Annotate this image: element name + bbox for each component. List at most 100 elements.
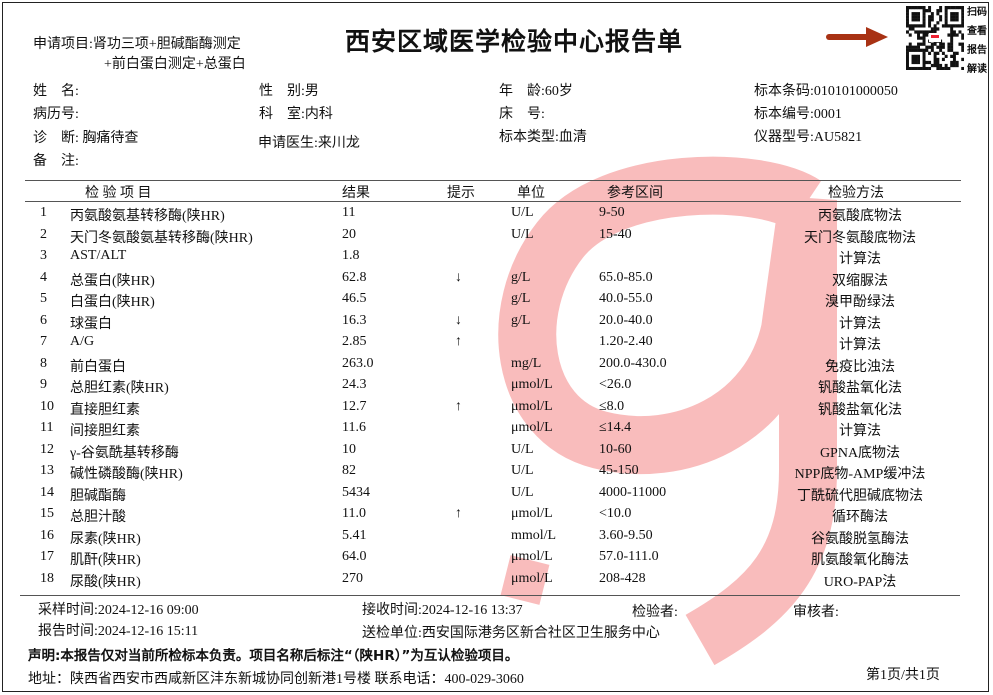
cell-no: 1: [40, 205, 47, 220]
requesting-doctor: 申请医生:来川龙: [258, 136, 360, 151]
cell-ref: 45-150: [599, 463, 639, 478]
cell-method: 钒酸盐氧化法: [818, 381, 902, 396]
cell-no: 14: [40, 484, 54, 500]
cell-method: 计算法: [839, 424, 881, 439]
arrow-down-icon: ↓: [455, 312, 462, 328]
reviewer: 审核者:: [793, 605, 839, 620]
cell-no: 9: [40, 377, 47, 392]
cell-result: 11: [342, 205, 356, 220]
cell-ref: 57.0-111.0: [599, 549, 659, 564]
cell-name: AST/ALT: [70, 248, 127, 263]
table-row: 3 AST/ALT 1.8 计算法: [0, 248, 993, 269]
cell-method: 谷氨酸脱氢酶法: [811, 531, 909, 547]
cell-no: 3: [40, 248, 47, 263]
request-items: 申请项目:肾功三项+胆碱酯酶测定 +前白蛋白测定+总蛋白: [33, 33, 246, 73]
cell-no: 13: [40, 463, 54, 478]
header-unit: 单位: [517, 186, 545, 201]
divider: [20, 595, 960, 596]
specimen-no: 标本编号:0001: [754, 107, 842, 122]
cell-method: 丁酰硫代胆碱底物法: [797, 488, 923, 504]
cell-name: 尿素(陕HR): [70, 531, 141, 547]
cell-unit: mg/L: [511, 355, 542, 371]
table-row: 12 γ-谷氨酰基转移酶 10 U/L 10-60 GPNA底物法: [0, 442, 993, 463]
table-row: 7 A/G 2.85 ↑ 1.20-2.40 计算法: [0, 334, 993, 355]
cell-unit: U/L: [511, 484, 534, 500]
cell-ref: 65.0-85.0: [599, 269, 653, 285]
cell-name: 前白蛋白: [70, 359, 126, 375]
cell-no: 18: [40, 570, 54, 586]
statement: 声明:本报告仅对当前所检标本负责。项目名称后标注“（陕HR）”为互认检验项目。: [28, 648, 519, 664]
cell-result: 1.8: [342, 248, 360, 263]
divider: [25, 180, 961, 181]
patient-age: 年 龄:60岁: [499, 84, 573, 99]
diagnosis: 诊 断: 胸痛待查: [33, 131, 139, 146]
cell-result: 270: [342, 570, 363, 586]
table-row: 6 球蛋白 16.3 ↓ g/L 20.0-40.0 计算法: [0, 313, 993, 334]
cell-name: γ-谷氨酰基转移酶: [70, 445, 179, 461]
table-row: 18 尿酸(陕HR) 270 μmol/L 208-428 URO-PAP法: [0, 571, 993, 592]
cell-name: 丙氨酸氨基转移酶(陕HR): [70, 209, 225, 224]
table-row: 2 天门冬氨酸氨基转移酶(陕HR) 20 U/L 15-40 天门冬氨酸底物法: [0, 227, 993, 248]
table-row: 15 总胆汁酸 11.0 ↑ μmol/L <10.0 循环酶法: [0, 506, 993, 527]
table-row: 9 总胆红素(陕HR) 24.3 μmol/L <26.0 钒酸盐氧化法: [0, 377, 993, 398]
cell-name: 尿酸(陕HR): [70, 574, 141, 590]
table-row: 4 总蛋白(陕HR) 62.8 ↓ g/L 65.0-85.0 双缩脲法: [0, 270, 993, 291]
cell-unit: U/L: [511, 226, 534, 242]
report-title: 西安区域医学检验中心报告单: [345, 27, 684, 56]
cell-result: 263.0: [342, 355, 374, 371]
cell-result: 11.6: [342, 420, 366, 435]
request-line1: 肾功三项+胆碱酯酶测定: [92, 37, 241, 52]
cell-result: 10: [342, 441, 356, 457]
cell-no: 5: [40, 291, 47, 306]
cell-unit: μmol/L: [511, 398, 553, 414]
cell-name: 碱性磷酸酶(陕HR): [70, 467, 183, 482]
table-row: 17 肌酐(陕HR) 64.0 μmol/L 57.0-111.0 肌氨酸氧化酶法: [0, 549, 993, 570]
cell-unit: μmol/L: [511, 570, 553, 586]
cell-no: 6: [40, 312, 47, 328]
request-label: 申请项目:: [33, 37, 93, 52]
table-row: 8 前白蛋白 263.0 mg/L 200.0-430.0 免疫比浊法: [0, 356, 993, 377]
cell-method: 钒酸盐氧化法: [818, 402, 902, 418]
table-header: 检 验 项 目 结果 提示 单位 参考区间 检验方法: [0, 182, 993, 201]
cell-ref: <26.0: [599, 377, 632, 392]
arrow-up-icon: ↑: [455, 334, 462, 349]
cell-no: 11: [40, 420, 54, 435]
cell-result: 5434: [342, 484, 370, 500]
cell-no: 2: [40, 226, 47, 242]
cell-method: GPNA底物法: [819, 445, 901, 461]
cell-unit: g/L: [511, 312, 531, 328]
cell-unit: μmol/L: [511, 506, 553, 521]
cell-method: 免疫比浊法: [825, 359, 895, 375]
cell-unit: mmol/L: [511, 527, 557, 543]
cell-no: 8: [40, 355, 47, 371]
remark: 备 注:: [33, 154, 79, 169]
cell-no: 15: [40, 506, 54, 521]
cell-unit: μmol/L: [511, 420, 553, 435]
cell-ref: 20.0-40.0: [599, 312, 653, 328]
cell-ref: 208-428: [599, 570, 646, 586]
cell-name: 直接胆红素: [70, 402, 140, 418]
department: 科 室:内科: [259, 107, 333, 122]
record-no: 病历号:: [33, 107, 79, 122]
arrow-right-icon: [826, 27, 888, 47]
cell-unit: U/L: [511, 441, 534, 457]
cell-unit: μmol/L: [511, 377, 553, 392]
cell-no: 17: [40, 549, 54, 564]
cell-name: 球蛋白: [70, 316, 112, 332]
table-row: 5 白蛋白(陕HR) 46.5 g/L 40.0-55.0 溴甲酚绿法: [0, 291, 993, 312]
cell-method: NPP底物-AMP缓冲法: [794, 467, 926, 482]
table-row: 1 丙氨酸氨基转移酶(陕HR) 11 U/L 9-50 丙氨酸底物法: [0, 205, 993, 226]
cell-ref: 10-60: [599, 441, 632, 457]
qr-code[interactable]: [906, 6, 964, 70]
cell-unit: g/L: [511, 269, 531, 285]
cell-ref: <10.0: [599, 506, 632, 521]
table-row: 16 尿素(陕HR) 5.41 mmol/L 3.60-9.50 谷氨酸脱氢酶法: [0, 528, 993, 549]
cell-name: 白蛋白(陕HR): [70, 295, 155, 310]
header-item: 检 验 项 目: [85, 186, 152, 201]
page-indicator: 第1页/共1页: [866, 668, 940, 683]
cell-unit: g/L: [511, 291, 531, 306]
cell-result: 5.41: [342, 527, 367, 543]
cell-no: 10: [40, 398, 54, 414]
